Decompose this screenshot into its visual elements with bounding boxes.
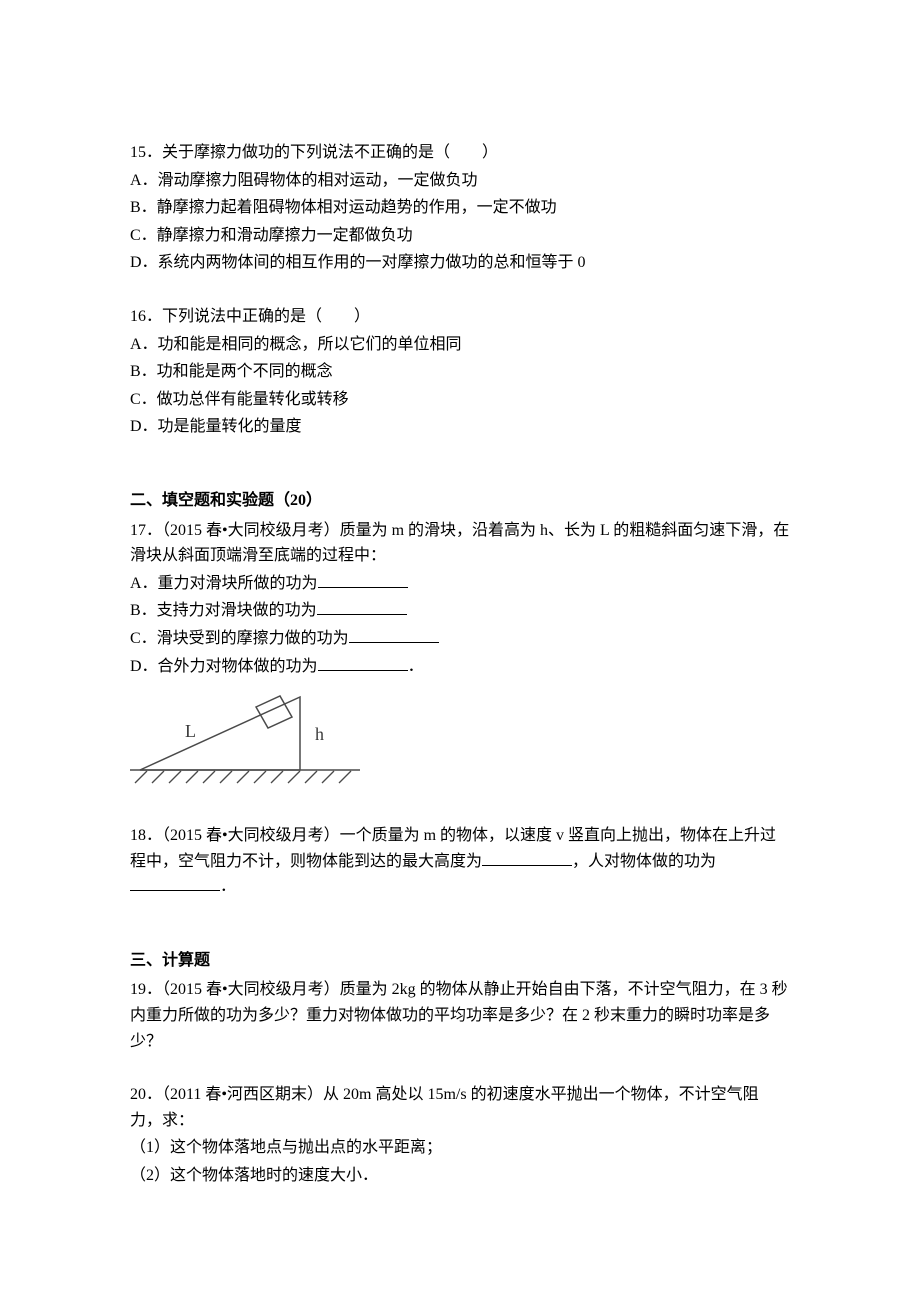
q17-c-text: C．滑块受到的摩擦力做的功为	[130, 630, 349, 647]
q20-part-1: （1）这个物体落地点与抛出点的水平距离；	[130, 1135, 790, 1161]
q17-diagram: L h	[130, 685, 790, 795]
q18-blank-1	[482, 849, 572, 866]
q17-a-text: A．重力对滑块所做的功为	[130, 575, 318, 592]
q17-a-blank	[318, 571, 408, 588]
q16-option-c: C．做功总伴有能量转化或转移	[130, 387, 790, 413]
q17-option-c: C．滑块受到的摩擦力做的功为	[130, 626, 790, 652]
question-15: 15．关于摩擦力做功的下列说法不正确的是（ ） A．滑动摩擦力阻碍物体的相对运动…	[130, 140, 790, 276]
q17-stem: 17．（2015 春•大同校级月考）质量为 m 的滑块，沿着高为 h、长为 L …	[130, 518, 790, 569]
q15-option-d: D．系统内两物体间的相互作用的一对摩擦力做功的总和恒等于 0	[130, 250, 790, 276]
question-20: 20．（2011 春•河西区期末）从 20m 高处以 15m/s 的初速度水平抛…	[130, 1082, 790, 1188]
q18-text: 18．（2015 春•大同校级月考）一个质量为 m 的物体，以速度 v 竖直向上…	[130, 823, 790, 900]
q16-stem: 16．下列说法中正确的是（ ）	[130, 304, 790, 330]
document-page: 15．关于摩擦力做功的下列说法不正确的是（ ） A．滑动摩擦力阻碍物体的相对运动…	[0, 0, 920, 1302]
q18-mid: ，人对物体做的功为	[572, 853, 716, 870]
q17-b-text: B．支持力对滑块做的功为	[130, 602, 317, 619]
question-18: 18．（2015 春•大同校级月考）一个质量为 m 的物体，以速度 v 竖直向上…	[130, 823, 790, 900]
question-19: 19．（2015 春•大同校级月考）质量为 2kg 的物体从静止开始自由下落，不…	[130, 977, 790, 1054]
q16-option-a: A．功和能是相同的概念，所以它们的单位相同	[130, 332, 790, 358]
q16-option-d: D．功是能量转化的量度	[130, 414, 790, 440]
q17-option-a: A．重力对滑块所做的功为	[130, 571, 790, 597]
q15-option-b: B．静摩擦力起着阻碍物体相对运动趋势的作用，一定不做功	[130, 195, 790, 221]
q20-stem: 20．（2011 春•河西区期末）从 20m 高处以 15m/s 的初速度水平抛…	[130, 1082, 790, 1133]
section-2-heading: 二、填空题和实验题（20）	[130, 488, 790, 514]
inclined-plane-icon: L h	[130, 685, 360, 795]
q15-stem: 15．关于摩擦力做功的下列说法不正确的是（ ）	[130, 140, 790, 166]
q17-d-text: D．合外力对物体做的功为	[130, 658, 318, 675]
q20-part-2: （2）这个物体落地时的速度大小．	[130, 1163, 790, 1189]
q18-post: ．	[220, 878, 236, 895]
q18-blank-2	[130, 874, 220, 891]
q17-option-d: D．合外力对物体做的功为 ．	[130, 654, 790, 680]
q17-d-blank	[318, 654, 408, 671]
diagram-label-L: L	[185, 721, 196, 741]
q17-c-blank	[349, 626, 439, 643]
diagram-label-h: h	[315, 724, 324, 744]
section-3-heading: 三、计算题	[130, 948, 790, 974]
q17-b-blank	[317, 598, 407, 615]
question-17: 17．（2015 春•大同校级月考）质量为 m 的滑块，沿着高为 h、长为 L …	[130, 518, 790, 796]
q17-option-b: B．支持力对滑块做的功为	[130, 598, 790, 624]
q15-option-a: A．滑动摩擦力阻碍物体的相对运动，一定做负功	[130, 168, 790, 194]
q15-option-c: C．静摩擦力和滑动摩擦力一定都做负功	[130, 223, 790, 249]
q17-d-post: ．	[408, 658, 424, 675]
q19-text: 19．（2015 春•大同校级月考）质量为 2kg 的物体从静止开始自由下落，不…	[130, 977, 790, 1054]
q16-option-b: B．功和能是两个不同的概念	[130, 359, 790, 385]
question-16: 16．下列说法中正确的是（ ） A．功和能是相同的概念，所以它们的单位相同 B．…	[130, 304, 790, 440]
